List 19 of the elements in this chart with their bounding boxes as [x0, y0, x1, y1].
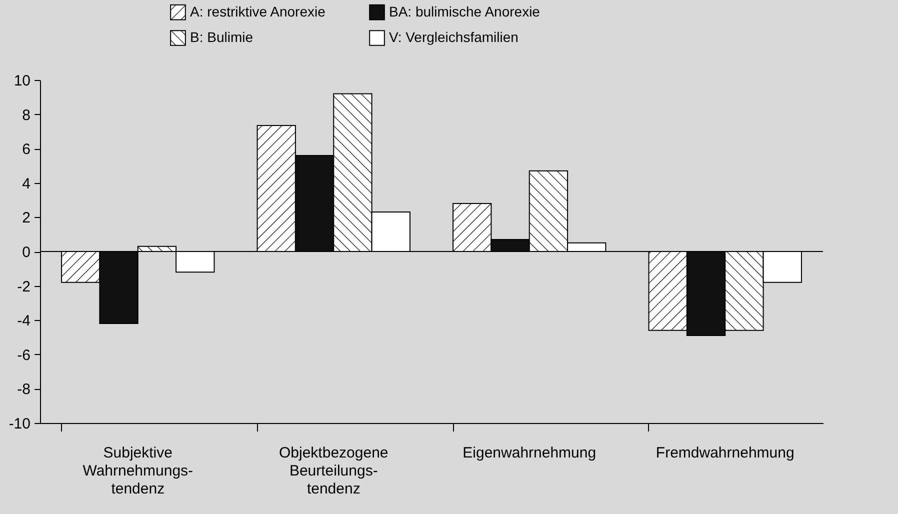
y-tick-label: -4 — [17, 312, 30, 330]
x-tick-label: Fremdwahrnehmung — [656, 444, 794, 462]
y-tick-label: 2 — [22, 210, 30, 227]
y-tick-label: -8 — [17, 381, 30, 398]
y-tick-label: -2 — [17, 278, 30, 296]
x-tick-label: Subjektive Wahrnehmungs- tendenz — [82, 444, 194, 498]
y-tick-label: 6 — [22, 141, 30, 158]
x-tick-label: Eigenwahrnehmung — [462, 444, 596, 462]
x-tick-label: Objektbezogene Beurteilungs- tendenz — [279, 444, 388, 498]
y-tick-label: -6 — [17, 346, 30, 364]
legend-label: V: Vergleichsfamilien — [389, 29, 518, 45]
y-tick-label: 10 — [14, 72, 30, 90]
legend-label: A: restriktive Anorexie — [190, 3, 326, 20]
legend-label: BA: bulimische Anorexie — [389, 3, 540, 20]
y-tick-label: 8 — [22, 106, 30, 124]
y-tick-label: 0 — [22, 244, 30, 261]
legend-label: B: Bulimie — [190, 29, 254, 45]
y-tick-label: 4 — [22, 175, 30, 192]
y-tick-label: -10 — [8, 416, 30, 432]
